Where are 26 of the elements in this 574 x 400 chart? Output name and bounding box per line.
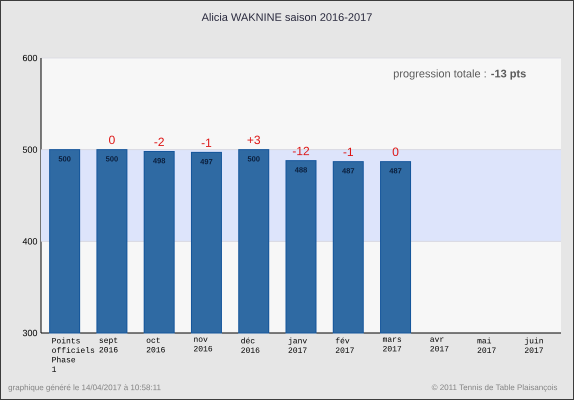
annotation: -1	[202, 138, 212, 147]
x-tick-label: mai 2017	[477, 338, 496, 353]
x-tick-label: déc 2016	[241, 338, 260, 353]
x-tick-label: juin 2017	[524, 338, 543, 353]
x-tick-label: avr 2017	[430, 338, 448, 352]
text: © 2011 Tennis de Table Plaisançois	[432, 384, 558, 392]
y-tick-label: 400	[22, 238, 38, 245]
y-tick-label: 600	[22, 54, 38, 62]
x-tick-label: sept 2016	[99, 338, 118, 352]
y-tick-label: 300	[22, 330, 38, 336]
x-tick-label: janv 2017	[288, 338, 307, 353]
y-tick-label: 500	[22, 146, 38, 153]
annotation: -1	[343, 148, 354, 156]
annotation: -12	[292, 146, 310, 156]
chart-title: Alicia WAKNINE saison 2016-2017	[202, 12, 372, 22]
annotation: 0	[109, 136, 115, 144]
annotation: +3	[247, 136, 260, 144]
x-tick-label: mars 2017	[382, 338, 402, 352]
annotation: -2	[154, 138, 164, 146]
x-tick-label: nov 2016	[194, 338, 212, 352]
text: graphique généré le 14/04/2017 à 10:58:11	[8, 384, 161, 392]
x-tick-label: Points officiels Phase 1	[52, 338, 94, 372]
x-tick-label: oct 2016	[146, 338, 165, 352]
annotation: progression totale : -13 pts	[394, 69, 526, 80]
x-tick-label: fév 2017	[336, 338, 354, 353]
annotation: 0	[392, 148, 398, 156]
